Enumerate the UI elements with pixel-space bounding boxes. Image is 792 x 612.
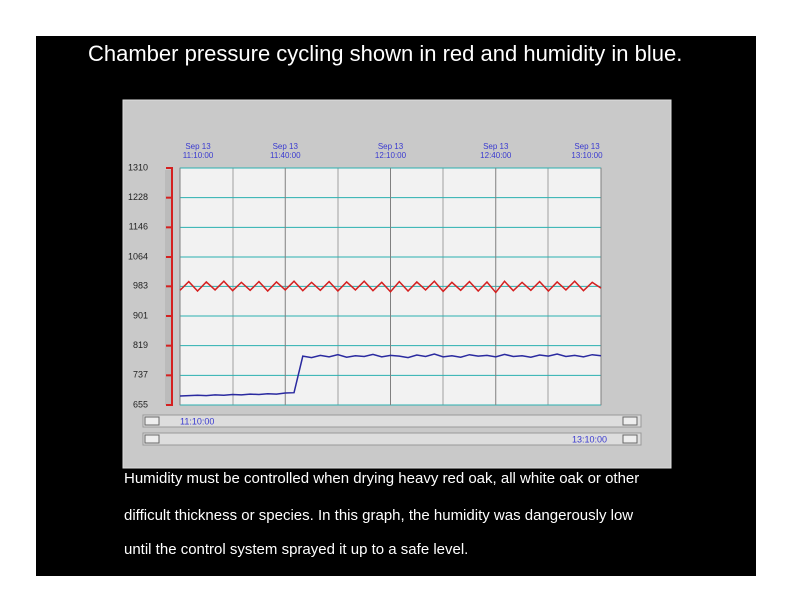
x-tick-label: Sep 13 11:40:00 xyxy=(269,142,301,160)
scroll-right-button[interactable] xyxy=(622,416,638,426)
y-tick-label: 1064 xyxy=(128,251,148,261)
caption-line: difficult thickness or species. In this … xyxy=(124,507,634,524)
y-tick-label: 737 xyxy=(133,370,148,380)
y-tick-label: 1228 xyxy=(128,192,148,202)
y-tick-label: 1310 xyxy=(128,162,148,172)
scrollbar-bottom xyxy=(142,432,642,446)
y-tick-label: 819 xyxy=(133,340,148,350)
scroll-start-label: 11:10:00 xyxy=(180,416,214,426)
y-tick-label: 655 xyxy=(133,399,148,409)
y-tick-label: 983 xyxy=(133,281,148,291)
x-tick-label: Sep 13 11:10:00 xyxy=(182,142,214,160)
series-line xyxy=(179,353,602,397)
y-tick-label: 1146 xyxy=(129,222,148,232)
x-tick-label: Sep 13 12:10:00 xyxy=(374,142,407,160)
caption-line: Humidity must be controlled when drying … xyxy=(124,470,640,487)
scroll-left-button[interactable] xyxy=(144,416,160,426)
scrollbar-top xyxy=(142,414,642,428)
series-line xyxy=(179,280,602,294)
scroll-right-button[interactable] xyxy=(622,434,638,444)
y-tick-label: 901 xyxy=(133,310,148,320)
x-tick-label: Sep 13 12:40:00 xyxy=(480,142,512,160)
scroll-end-label: 13:10:00 xyxy=(572,434,607,444)
caption-line: until the control system sprayed it up t… xyxy=(124,541,469,558)
y-scroll xyxy=(165,170,171,405)
x-tick-label: Sep 13 13:10:00 xyxy=(571,142,603,160)
scroll-left-button[interactable] xyxy=(144,434,160,444)
slide-title: Chamber pressure cycling shown in red an… xyxy=(88,41,683,66)
